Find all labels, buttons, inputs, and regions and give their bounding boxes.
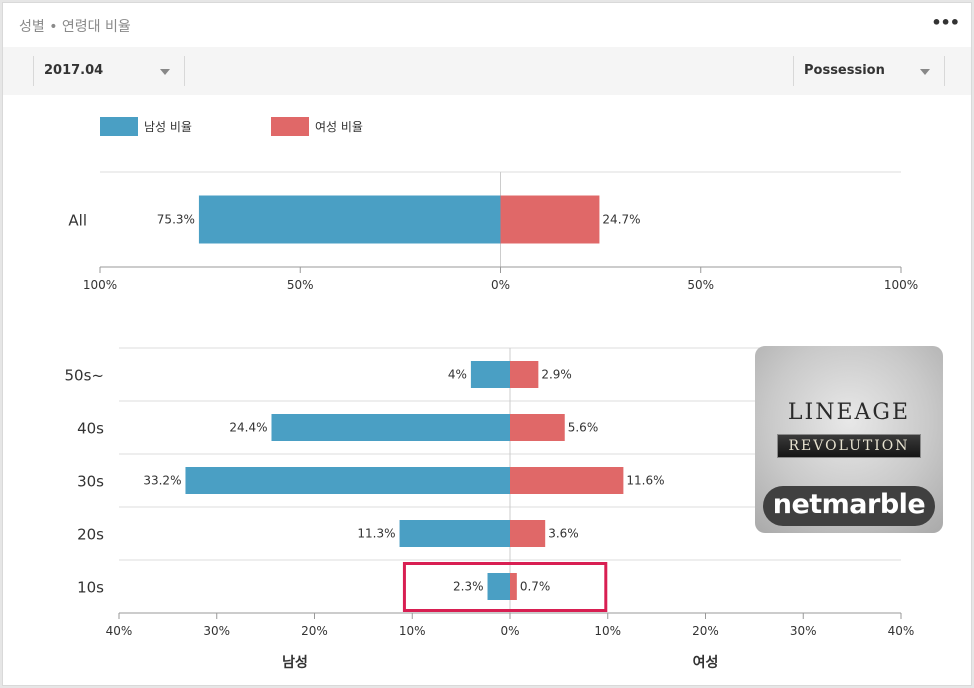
category-label-0: All [68,212,87,230]
bar-female-0 [510,361,539,388]
bar-male-1 [271,414,510,441]
value-label-male-0: 4% [448,368,467,382]
card-title: 성별 • 연령대 비율 [19,19,131,35]
value-label-male-2: 33.2% [143,474,181,488]
value-label-female-3: 3.6% [548,527,579,541]
highlight-box [402,562,608,612]
app-icon-image: LINEAGE REVOLUTION netmarble [755,346,943,533]
metric-type-select-value: Possession [804,63,885,78]
bar-female-2 [510,467,624,494]
value-label-female-2: 11.6% [626,474,664,488]
value-label-female-0: 2.9% [541,368,572,382]
value-label-female-1: 5.6% [568,421,599,435]
filter-bar: 2017.04 Possession [3,47,971,95]
x-tick-label-4: 0% [500,624,519,638]
legend-swatch-0 [100,117,138,136]
bar-male-0 [470,361,510,388]
x-tick-label-2: 20% [301,624,328,638]
value-label-male-1: 24.4% [229,421,267,435]
bar-male-4 [487,573,510,600]
app-icon-brand: netmarble [763,486,935,526]
x-tick-label-5: 10% [594,624,621,638]
x-tick-label-8: 40% [888,624,915,638]
category-label-4: 10s [77,579,104,597]
x-tick-label-0: 100% [83,278,117,292]
bar-female-3 [510,520,546,547]
app-icon-subtitle: REVOLUTION [777,434,921,458]
value-label-female-0: 24.7% [602,213,640,227]
x-tick-label-0: 40% [106,624,133,638]
axis-label-right: 여성 [693,654,719,671]
more-horizontal-icon[interactable]: ••• [931,13,960,32]
category-label-3: 20s [77,526,104,544]
x-tick-label-6: 20% [692,624,719,638]
legend-swatch-1 [271,117,309,136]
bar-female-4 [510,573,517,600]
category-label-0: 50s~ [65,367,104,385]
value-label-female-4: 0.7% [520,580,551,594]
date-select[interactable]: 2017.04 [33,56,185,86]
metric-type-select[interactable]: Possession [793,56,945,86]
chevron-down-icon [160,69,170,75]
bar-female-1 [510,414,565,441]
legend-label-1: 여성 비율 [315,120,363,134]
bar-female-0 [500,195,600,244]
category-label-1: 40s [77,420,104,438]
x-tick-label-3: 10% [399,624,426,638]
legend-label-0: 남성 비율 [144,120,192,134]
chart-all-gender: 100% 50% 0% 50% 100% All 75.3% 24.7% [68,171,918,292]
date-select-value: 2017.04 [44,63,104,78]
bar-male-0 [198,195,501,244]
x-tick-label-2: 0% [491,278,510,292]
bar-male-2 [185,467,510,494]
chevron-down-icon [920,69,930,75]
x-tick-label-7: 30% [790,624,817,638]
axis-label-left: 남성 [282,654,308,671]
x-tick-label-3: 50% [687,278,714,292]
x-tick-label-4: 100% [884,278,918,292]
value-label-male-4: 2.3% [453,580,484,594]
value-label-male-3: 11.3% [357,527,395,541]
category-label-2: 30s [77,473,104,491]
x-tick-label-1: 50% [287,278,314,292]
legend: 남성 비율 여성 비율 [100,117,363,136]
value-label-male-0: 75.3% [157,213,195,227]
gender-age-chart: 남성 비율 여성 비율 100% 50% 0% 50% 100% All 75.3% 24.7%… [65,117,918,671]
x-tick-label-1: 30% [203,624,230,638]
bar-male-3 [399,520,510,547]
app-icon-title: LINEAGE [787,400,911,425]
